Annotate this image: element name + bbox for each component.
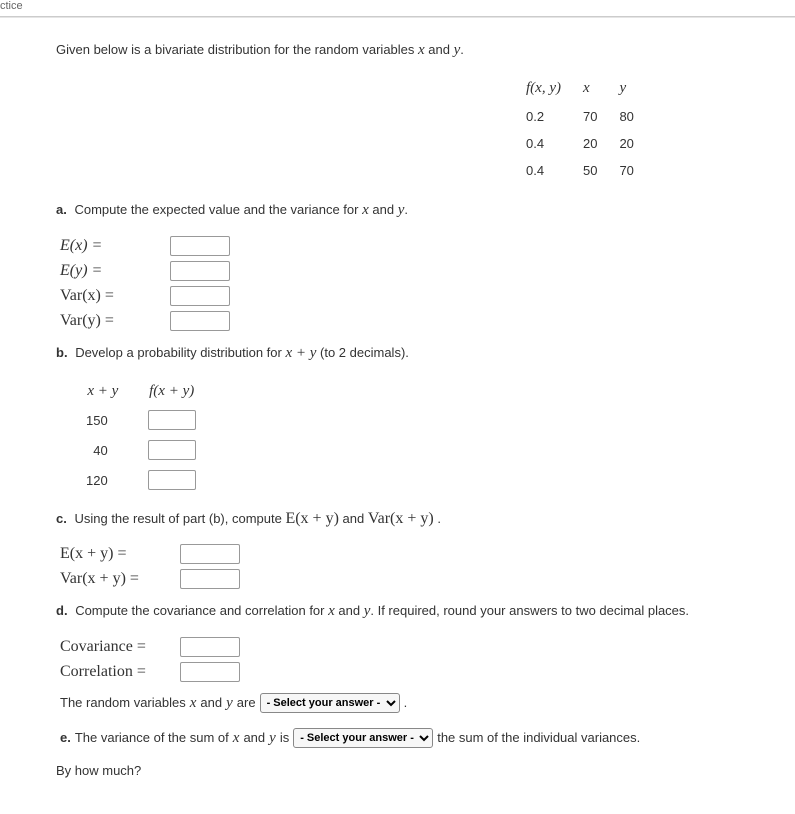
var-y: y	[269, 725, 276, 752]
part-b-text-pre: Develop a probability distribution for	[75, 345, 285, 360]
input-exy[interactable]	[180, 544, 240, 564]
var-x: x	[328, 603, 335, 619]
cell: 50	[583, 157, 619, 184]
d-line-pre: The random variables	[60, 691, 186, 714]
part-d-prompt: d. Compute the covariance and correlatio…	[56, 599, 785, 625]
label-cor: Correlation =	[60, 663, 180, 681]
e-is: is	[280, 726, 289, 749]
by-how-much: By how much?	[56, 760, 785, 782]
var-x: x	[362, 202, 369, 218]
input-ey[interactable]	[170, 261, 230, 281]
distribution-table: x + y f(x + y) 150 40 120	[86, 378, 785, 495]
cell: 0.4	[526, 157, 583, 184]
e-and: and	[243, 726, 265, 749]
label-varx: Var(x) =	[60, 287, 170, 305]
d-line-are: are	[237, 691, 256, 714]
intro-pre: Given below is a bivariate distribution …	[56, 42, 418, 57]
input-f150[interactable]	[148, 410, 196, 430]
label-ex: E(x) =	[60, 237, 170, 255]
cell: 0.2	[526, 103, 583, 130]
label-cov: Covariance =	[60, 638, 180, 656]
label-vary: Var(y) =	[60, 312, 170, 330]
cell: 150	[86, 405, 148, 435]
input-varx[interactable]	[170, 286, 230, 306]
part-c-end: .	[434, 511, 441, 526]
col-xpy: x + y	[86, 378, 148, 405]
table-row: 150	[86, 405, 224, 435]
table-row: 0.4 20 20	[526, 130, 656, 157]
input-ex[interactable]	[170, 236, 230, 256]
part-e-prompt: e. The variance of the sum of x and y is…	[60, 725, 785, 752]
part-b-text-post: (to 2 decimals).	[316, 345, 408, 360]
select-relationship[interactable]: - Select your answer -	[260, 693, 400, 713]
table-row: 40	[86, 435, 224, 465]
breadcrumb: ctice	[0, 0, 795, 17]
intro-and: and	[425, 42, 454, 57]
part-c-text-pre: Using the result of part (b), compute	[74, 511, 285, 526]
intro-text: Given below is a bivariate distribution …	[56, 38, 785, 62]
col-x: x	[583, 74, 619, 103]
d-line-and: and	[200, 691, 222, 714]
input-vary[interactable]	[170, 311, 230, 331]
part-d-label: d.	[56, 603, 68, 618]
cell: 0.4	[526, 130, 583, 157]
math-exy: E(x + y)	[285, 510, 338, 527]
var-x: x	[233, 725, 240, 752]
part-a-label: a.	[56, 202, 67, 217]
cell: 70	[619, 157, 655, 184]
cell: 20	[583, 130, 619, 157]
part-b-label: b.	[56, 345, 68, 360]
col-fxpy: f(x + y)	[148, 378, 224, 405]
part-e-label: e.	[60, 726, 71, 749]
var-x: x	[190, 690, 197, 717]
part-c-and: and	[339, 511, 368, 526]
e-text-pre: The variance of the sum of	[75, 726, 229, 749]
col-fxy: f(x, y)	[526, 74, 583, 103]
table-row: 0.2 70 80	[526, 103, 656, 130]
select-variance-compare[interactable]: - Select your answer -	[293, 728, 433, 748]
part-d-select-line: The random variables x and y are - Selec…	[60, 690, 785, 717]
part-a-period: .	[404, 202, 408, 217]
cell: 70	[583, 103, 619, 130]
label-exy: E(x + y) =	[60, 545, 180, 563]
cell: 80	[619, 103, 655, 130]
var-xpy: x + y	[285, 345, 316, 361]
d-line-period: .	[404, 691, 408, 714]
intro-period: .	[460, 42, 464, 57]
input-varxy[interactable]	[180, 569, 240, 589]
label-varxy: Var(x + y) =	[60, 570, 180, 588]
input-cov[interactable]	[180, 637, 240, 657]
part-c-label: c.	[56, 511, 67, 526]
table-row: 0.4 50 70	[526, 157, 656, 184]
part-c-prompt: c. Using the result of part (b), compute…	[56, 505, 785, 532]
var-y: y	[226, 690, 233, 717]
input-f40[interactable]	[148, 440, 196, 460]
part-d-text-post: . If required, round your answers to two…	[370, 603, 689, 618]
cell: 120	[86, 465, 148, 495]
input-cor[interactable]	[180, 662, 240, 682]
bivariate-table: f(x, y) x y 0.2 70 80 0.4 20 20 0.4 50	[526, 74, 785, 184]
label-ey: E(y) =	[60, 262, 170, 280]
part-b-prompt: b. Develop a probability distribution fo…	[56, 341, 785, 367]
question-body: Given below is a bivariate distribution …	[0, 17, 795, 814]
col-y: y	[619, 74, 655, 103]
e-text-post: the sum of the individual variances.	[437, 726, 640, 749]
part-a-and: and	[369, 202, 398, 217]
input-f120[interactable]	[148, 470, 196, 490]
cell: 20	[619, 130, 655, 157]
part-d-text-pre: Compute the covariance and correlation f…	[75, 603, 328, 618]
math-varxy: Var(x + y)	[368, 510, 434, 527]
table-row: 120	[86, 465, 224, 495]
part-a-prompt: a. Compute the expected value and the va…	[56, 198, 785, 224]
part-a-text: Compute the expected value and the varia…	[74, 202, 362, 217]
var-x: x	[418, 42, 425, 58]
part-d-and: and	[335, 603, 364, 618]
cell: 40	[86, 435, 148, 465]
